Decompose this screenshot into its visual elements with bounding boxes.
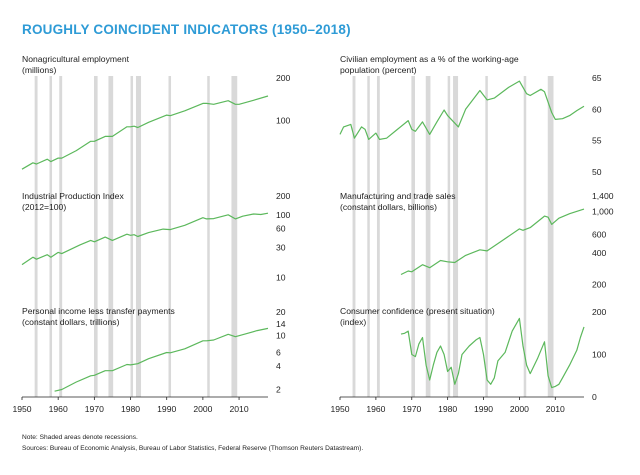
note-text: Note: Shaded areas denote recessions.	[22, 434, 138, 441]
recession-band	[168, 76, 172, 397]
panel-label-line: (index)	[340, 317, 366, 327]
y-tick-label: 200	[592, 280, 607, 290]
y-tick-label: 400	[592, 248, 607, 258]
panel-label-line: Personal income less transfer payments	[22, 306, 175, 316]
x-tick-label: 1950	[12, 404, 31, 414]
y-tick-label: 0	[592, 392, 597, 402]
y-tick-label: 10	[276, 272, 286, 282]
y-tick-label: 4	[276, 361, 281, 371]
y-tick-label: 14	[276, 319, 286, 329]
x-tick-label: 1960	[49, 404, 68, 414]
y-tick-label: 30	[276, 242, 286, 252]
y-tick-label: 200	[276, 191, 291, 201]
series-line	[400, 317, 585, 389]
recession-band	[34, 76, 38, 397]
recession-band	[425, 76, 431, 397]
x-tick-label: 2000	[510, 404, 529, 414]
series-line	[400, 208, 585, 276]
series-line	[21, 212, 269, 266]
y-tick-label: 100	[592, 350, 607, 360]
panel-label-line: Manufacturing and trade sales	[340, 191, 456, 201]
panel-label-line: (millions)	[22, 65, 57, 75]
panel-label-line: population (percent)	[340, 65, 417, 75]
x-tick-label: 1970	[402, 404, 421, 414]
recession-band	[411, 76, 415, 397]
series-line	[339, 80, 585, 140]
y-tick-label: 10	[276, 330, 286, 340]
recession-band	[547, 76, 554, 397]
y-tick-label: 60	[592, 104, 602, 114]
recession-band	[523, 76, 527, 397]
series-line	[54, 327, 269, 392]
recession-band	[207, 76, 210, 397]
recession-band	[352, 76, 356, 397]
x-tick-label: 2000	[193, 404, 212, 414]
x-tick-label: 1980	[121, 404, 140, 414]
x-tick-label: 2010	[229, 404, 248, 414]
y-tick-label: 65	[592, 73, 602, 83]
x-tick-label: 1970	[85, 404, 104, 414]
y-tick-label: 1,000	[592, 206, 614, 216]
panel-label-line: Industrial Production Index	[22, 191, 124, 201]
y-tick-label: 100	[276, 210, 291, 220]
recession-band	[130, 76, 134, 397]
panel-label-line: (constant dollars, trillions)	[22, 317, 120, 327]
y-tick-label: 60	[276, 224, 286, 234]
x-tick-label: 1960	[366, 404, 385, 414]
recession-band	[453, 76, 459, 397]
y-tick-label: 200	[592, 307, 607, 317]
y-tick-label: 600	[592, 230, 607, 240]
y-tick-label: 100	[276, 115, 291, 125]
y-tick-label: 20	[276, 307, 286, 317]
recession-band	[485, 76, 488, 397]
y-tick-label: 6	[276, 348, 281, 358]
recession-band	[49, 76, 53, 397]
panel-label-line: (constant dollars, billions)	[340, 202, 437, 212]
recession-band	[93, 76, 98, 397]
y-tick-label: 2	[276, 384, 281, 394]
chart-notes: Note: Shaded areas denote recessions. So…	[22, 432, 363, 454]
x-tick-label: 1990	[157, 404, 176, 414]
recession-band	[108, 76, 114, 397]
y-tick-label: 55	[592, 136, 602, 146]
chart-title: ROUGHLY COINCIDENT INDICATORS (1950–2018…	[22, 22, 351, 37]
panel-label-line: Nonagricultural employment	[22, 54, 130, 64]
y-tick-label: 50	[592, 167, 602, 177]
x-tick-label: 1990	[474, 404, 493, 414]
y-tick-label: 200	[276, 73, 291, 83]
series-line	[21, 95, 269, 170]
recession-band	[367, 76, 370, 397]
y-tick-label: 1,400	[592, 191, 614, 201]
x-tick-label: 2010	[546, 404, 565, 414]
x-tick-label: 1950	[330, 404, 349, 414]
x-tick-label: 1980	[438, 404, 457, 414]
recession-band	[231, 76, 238, 397]
panel-label-line: Consumer confidence (present situation)	[340, 306, 495, 316]
recession-band	[376, 76, 380, 397]
sources-text: Sources: Bureau of Economic Analysis, Bu…	[22, 445, 364, 452]
recession-band	[59, 76, 63, 397]
panel-label-line: (2012=100)	[22, 202, 66, 212]
recession-band	[447, 76, 451, 397]
panel-label-line: Civilian employment as a % of the workin…	[340, 54, 519, 64]
